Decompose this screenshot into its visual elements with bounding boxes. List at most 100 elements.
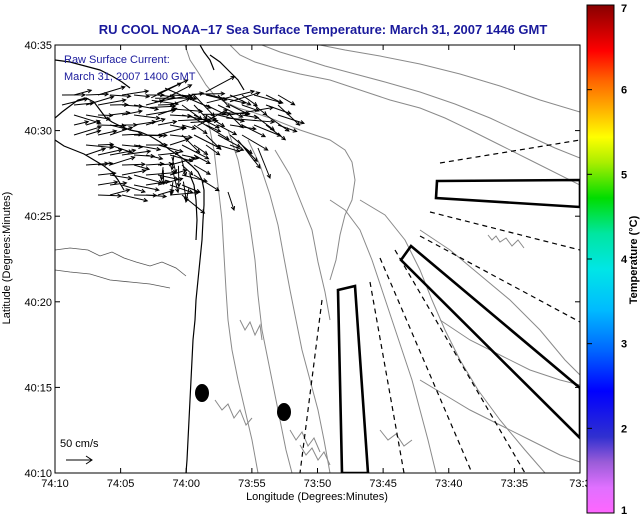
- scale-arrow: [66, 455, 93, 465]
- current-vector-head: [127, 175, 133, 181]
- current-vector-head: [146, 149, 152, 154]
- current-vector-head: [176, 182, 182, 188]
- current-vector-head: [184, 197, 189, 203]
- colorbar-ticks: 7 6 5 4 3 2 1: [587, 3, 628, 517]
- current-vector: [133, 121, 156, 126]
- current-vector: [191, 93, 225, 95]
- current-vector-head: [205, 159, 211, 164]
- current-vector-head: [126, 93, 132, 99]
- current-vector-head: [144, 89, 150, 94]
- y-tick-label: 40:20: [24, 297, 52, 309]
- current-vector-head: [125, 188, 131, 193]
- x-tick-label: 73:50: [304, 478, 332, 490]
- current-vector: [109, 156, 135, 166]
- current-vector-head: [159, 92, 165, 98]
- current-vector: [85, 93, 109, 96]
- current-vector-head: [230, 75, 236, 81]
- current-vector-head: [255, 91, 261, 96]
- current-vector-head: [254, 107, 260, 112]
- current-vector-head: [256, 163, 261, 169]
- current-vector: [181, 134, 200, 153]
- y-tick-label: 40:10: [24, 468, 52, 480]
- current-vector-head: [220, 122, 226, 128]
- current-vector: [121, 133, 143, 136]
- current-vector: [169, 98, 190, 106]
- current-vector: [157, 127, 186, 136]
- current-vector-head: [178, 177, 184, 182]
- current-vector: [121, 163, 145, 166]
- current-vector: [145, 118, 165, 126]
- current-vector-head: [214, 124, 220, 129]
- current-vector: [188, 114, 230, 140]
- current-vector: [193, 124, 208, 134]
- current-vector: [241, 124, 266, 138]
- current-vector-head: [250, 89, 256, 95]
- y-tick-label: 40:35: [24, 40, 52, 52]
- x-tick-label: 73:3: [569, 478, 590, 490]
- current-vector: [241, 134, 268, 151]
- current-vector: [159, 84, 192, 102]
- current-vector-head: [225, 103, 231, 109]
- current-vector: [206, 90, 255, 104]
- current-vectors: [61, 75, 306, 214]
- current-vector: [157, 152, 179, 156]
- current-vector-head: [170, 165, 175, 171]
- x-tick-label: 73:45: [369, 478, 397, 490]
- current-vector-head: [143, 197, 149, 203]
- current-vector: [133, 184, 159, 191]
- current-vector: [171, 108, 203, 112]
- current-vector: [157, 189, 174, 196]
- current-vector: [85, 114, 110, 120]
- current-vector-head: [155, 115, 161, 121]
- current-vector-head: [205, 170, 211, 175]
- note-line2: March 31, 2007 1400 GMT: [64, 71, 196, 83]
- current-vector-head: [101, 147, 107, 152]
- current-vector-head: [204, 155, 210, 160]
- current-vector-head: [145, 166, 151, 171]
- current-vector-head: [224, 135, 230, 141]
- current-vector-head: [121, 98, 127, 103]
- current-vector-head: [172, 169, 178, 175]
- current-vector: [253, 124, 281, 137]
- current-vector: [121, 169, 146, 176]
- current-vector: [109, 182, 127, 186]
- map-panel: [55, 45, 580, 473]
- current-vector: [241, 104, 259, 112]
- current-vector-head: [189, 95, 195, 101]
- current-vector-head: [154, 106, 160, 112]
- current-vector: [133, 104, 159, 110]
- current-vector-head: [84, 120, 90, 125]
- current-vector: [169, 184, 193, 194]
- current-vector-head: [162, 133, 168, 138]
- current-vector-head: [299, 120, 306, 125]
- current-vector-head: [266, 173, 271, 180]
- current-vector: [181, 144, 209, 160]
- current-vector: [97, 143, 114, 146]
- current-vector-head: [112, 129, 118, 134]
- current-vector: [85, 96, 114, 106]
- current-vector-head: [121, 125, 127, 131]
- current-vector-head: [161, 180, 166, 186]
- y-tick-label: 40:15: [24, 382, 52, 394]
- x-axis-label: Longitude (Degrees:Minutes): [246, 491, 388, 503]
- current-vector: [97, 162, 113, 166]
- x-tick-label: 74:10: [41, 478, 69, 490]
- current-vector: [149, 105, 176, 108]
- current-vector-head: [195, 148, 201, 154]
- current-vector: [181, 114, 212, 122]
- current-vector: [97, 172, 116, 176]
- current-vector-head: [183, 79, 189, 84]
- current-vector: [205, 144, 220, 156]
- x-tick-label: 73:40: [435, 478, 463, 490]
- current-vector-head: [131, 148, 137, 154]
- y-axis-label: Latitude (Degrees:Minutes): [1, 192, 13, 325]
- x-tick-label: 73:35: [501, 478, 529, 490]
- y-tick-label: 40:25: [24, 211, 52, 223]
- current-vector-head: [156, 146, 162, 152]
- current-vector: [109, 126, 133, 136]
- x-axis: 74:10 74:05 74:00 73:55 73:50 73:45 73:40 73:35…: [41, 45, 591, 490]
- current-vector: [133, 94, 150, 98]
- current-vector-head: [96, 129, 102, 134]
- current-vector: [97, 194, 122, 197]
- current-vector-head: [150, 153, 156, 159]
